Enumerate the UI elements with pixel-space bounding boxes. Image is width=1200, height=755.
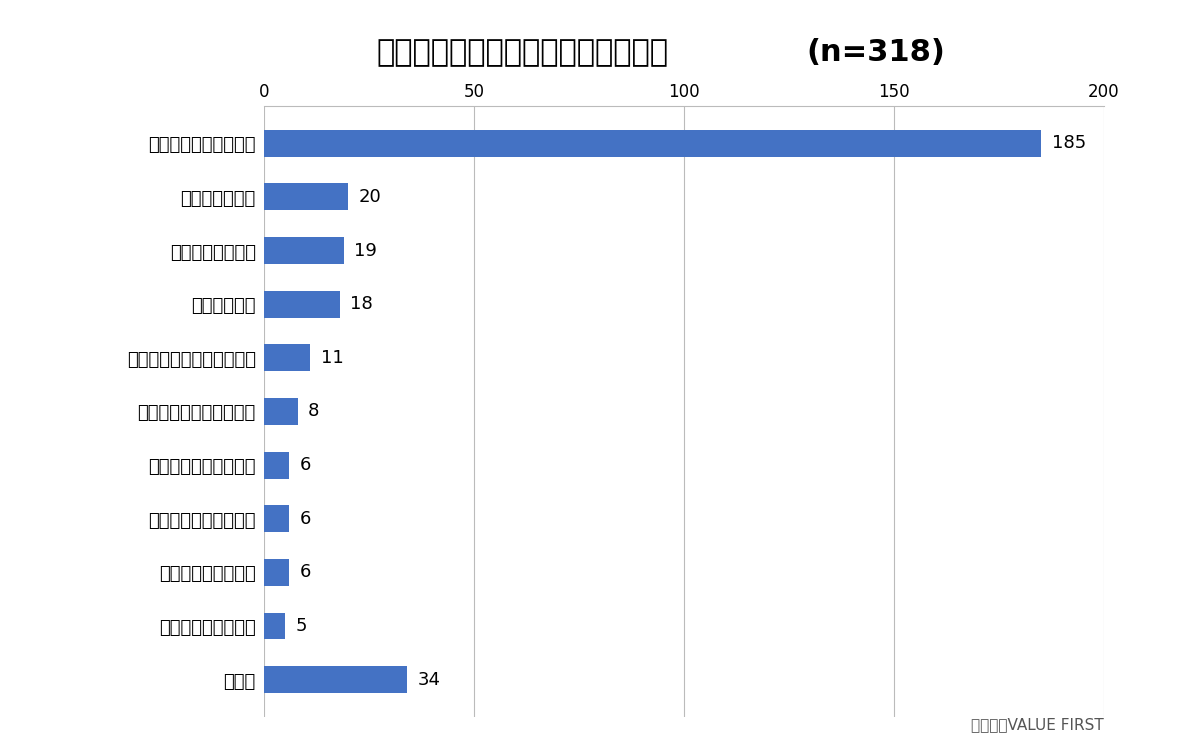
Text: (n=318): (n=318): [806, 38, 946, 66]
Bar: [264, 559, 289, 586]
Text: 6: 6: [300, 510, 311, 528]
Text: 5: 5: [295, 617, 307, 635]
Text: 8: 8: [308, 402, 319, 421]
Bar: [264, 398, 298, 425]
Bar: [264, 291, 340, 318]
Text: 18: 18: [350, 295, 373, 313]
Text: 株式会社VALUE FIRST: 株式会社VALUE FIRST: [971, 717, 1104, 732]
Text: 34: 34: [418, 670, 440, 689]
Bar: [264, 451, 289, 479]
Bar: [264, 237, 344, 264]
Bar: [264, 505, 289, 532]
Text: 問５で「なかった」と回答した理由: 問５で「なかった」と回答した理由: [376, 38, 668, 66]
Text: 20: 20: [359, 188, 382, 206]
Text: 185: 185: [1051, 134, 1086, 153]
Text: 11: 11: [320, 349, 343, 367]
Bar: [264, 344, 310, 371]
Bar: [264, 666, 407, 693]
Text: 6: 6: [300, 456, 311, 474]
Text: 19: 19: [354, 242, 377, 260]
Text: 6: 6: [300, 563, 311, 581]
Bar: [264, 130, 1042, 156]
Bar: [264, 612, 286, 639]
Bar: [264, 183, 348, 211]
